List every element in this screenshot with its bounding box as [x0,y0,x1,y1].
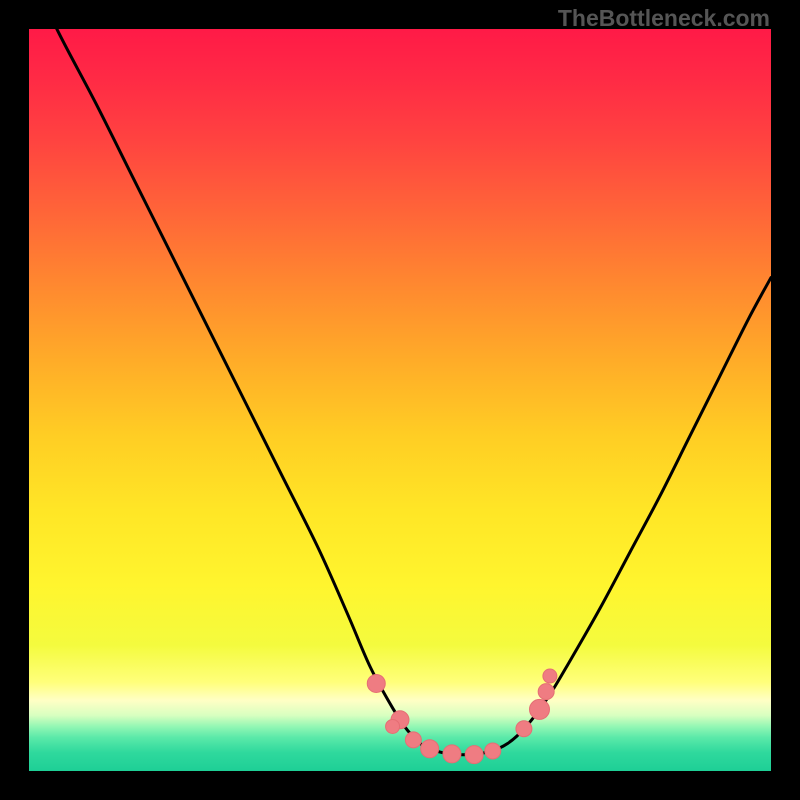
data-marker [405,732,421,748]
bottleneck-curve [29,0,771,755]
data-marker [485,743,501,759]
bottleneck-curve-chart [0,0,800,800]
data-marker [421,740,439,758]
data-marker [529,699,549,719]
watermark-label: TheBottleneck.com [558,5,770,32]
data-markers [367,669,557,764]
data-marker [465,746,483,764]
data-marker [516,721,532,737]
data-marker [386,719,400,733]
data-marker [543,669,557,683]
data-marker [367,674,385,692]
data-marker [443,745,461,763]
chart-container: TheBottleneck.com [0,0,800,800]
data-marker [538,684,554,700]
